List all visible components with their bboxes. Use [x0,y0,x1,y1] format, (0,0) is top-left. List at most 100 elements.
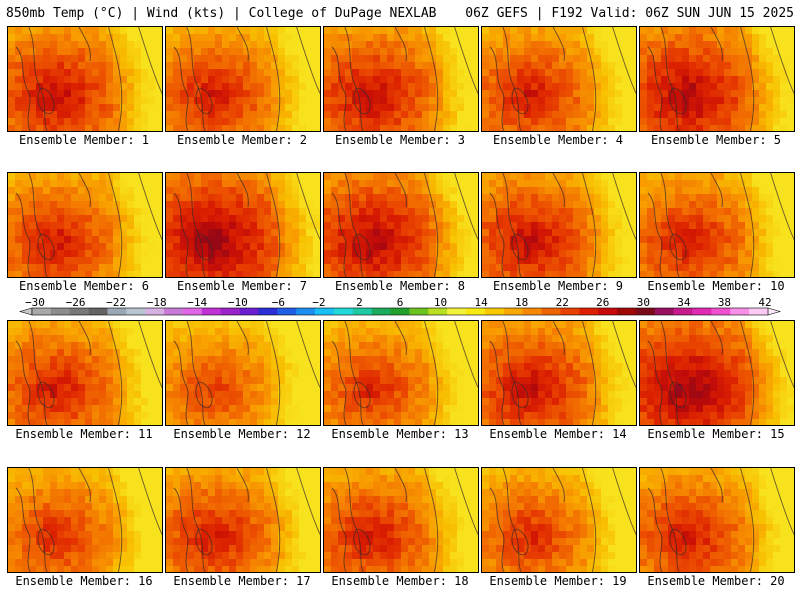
ensemble-map-panel [481,172,637,278]
colorbar-swatch [635,308,656,315]
ensemble-map-panel [639,320,795,426]
ensemble-map-panel [7,467,163,573]
temperature-field-map [482,321,636,425]
colorbar-swatch [617,308,637,315]
colorbar-tick-label: −22 [106,296,126,309]
ensemble-map-panel [639,172,795,278]
colorbar-swatch [579,308,599,315]
colorbar-swatch [466,308,486,315]
colorbar-swatch [673,308,693,315]
colorbar-swatch [201,308,222,315]
colorbar-swatch [409,308,429,315]
ensemble-map-panel [323,172,479,278]
ensemble-member-label: Ensemble Member: 20 [647,574,785,588]
ensemble-map-panel [165,172,321,278]
map-title: 850mb Temp (°C) | Wind (kts) | College o… [6,6,437,21]
ensemble-member-label: Ensemble Member: 6 [18,279,150,293]
colorbar-tick-label: 6 [397,296,404,309]
ensemble-member-label: Ensemble Member: 7 [176,279,308,293]
colorbar-high-arrow [767,307,782,316]
ensemble-member-label: Ensemble Member: 5 [650,133,782,147]
colorbar-tick-label: 42 [758,296,771,309]
ensemble-member-label: Ensemble Member: 14 [489,427,627,441]
colorbar-tick-label: 34 [677,296,691,309]
colorbar-swatch [484,308,505,315]
ensemble-map-panel [7,26,163,132]
colorbar-swatch [503,308,523,315]
colorbar-swatch [654,308,674,315]
temperature-field-map [640,173,794,277]
colorbar-swatch [239,308,259,315]
colorbar-tick-label: −2 [312,296,325,309]
ensemble-map-panel [165,467,321,573]
colorbar-tick-label: −14 [187,296,207,309]
colorbar-swatch [692,308,712,315]
temperature-field-map [324,173,478,277]
colorbar-swatch [390,308,410,315]
colorbar-swatch [598,308,618,315]
ensemble-member-label: Ensemble Member: 18 [331,574,469,588]
colorbar-tick-label: −18 [147,296,167,309]
ensemble-map-panel [481,320,637,426]
colorbar-tick-label: 2 [356,296,363,309]
colorbar-swatch [522,308,542,315]
temperature-field-map [640,468,794,572]
colorbar-swatch [32,308,52,315]
colorbar-swatch [296,308,316,315]
ensemble-member-label: Ensemble Member: 10 [647,279,785,293]
colorbar-swatch [730,308,750,315]
ensemble-member-label: Ensemble Member: 12 [173,427,311,441]
ensemble-member-label: Ensemble Member: 16 [15,574,153,588]
colorbar-tick-label: 14 [474,296,488,309]
colorbar-swatch [69,308,89,315]
ensemble-map-panel [7,172,163,278]
temperature-field-map [166,468,320,572]
colorbar-tick-label: 10 [434,296,447,309]
ensemble-map-panel [323,467,479,573]
colorbar-swatch [352,308,372,315]
ensemble-member-label: Ensemble Member: 3 [334,133,466,147]
temperature-field-map [166,173,320,277]
ensemble-map-panel [639,26,795,132]
colorbar-swatch [333,308,354,315]
temperature-field-map [482,27,636,131]
temperature-field-map [640,321,794,425]
ensemble-member-label: Ensemble Member: 8 [334,279,466,293]
colorbar-tick-label: −6 [272,296,285,309]
ensemble-map-panel [481,26,637,132]
colorbar-swatch [371,308,391,315]
ensemble-map-panel [165,26,321,132]
temperature-field-map [324,27,478,131]
ensemble-map-panel [639,467,795,573]
colorbar-swatch [711,308,731,315]
colorbar-tick-label: 26 [596,296,609,309]
temperature-field-map [324,468,478,572]
temperature-field-map [166,27,320,131]
colorbar-tick-label: 22 [556,296,569,309]
temperature-field-map [482,173,636,277]
colorbar-tick-label: −26 [66,296,86,309]
model-run-info: 06Z GEFS | F192 Valid: 06Z SUN JUN 15 20… [465,6,794,21]
colorbar-swatch [258,308,278,315]
colorbar-svg: −30 −26 −22 −18 −14 −10 −6 −2 2 6 10 14 18 22 26 30 34 38… [18,296,782,316]
colorbar-swatch [126,308,146,315]
colorbar-tick-label: 18 [515,296,528,309]
ensemble-map-panel [323,320,479,426]
ensemble-member-label: Ensemble Member: 15 [647,427,785,441]
colorbar-swatch [145,308,165,315]
colorbar-swatch [107,308,127,315]
ensemble-map-panel [323,26,479,132]
temperature-field-map [8,468,162,572]
ensemble-member-label: Ensemble Member: 9 [492,279,624,293]
colorbar-swatch [50,308,71,315]
temperature-field-map [640,27,794,131]
colorbar-tick-label: −30 [25,296,45,309]
ensemble-member-label: Ensemble Member: 1 [18,133,150,147]
temperature-field-map [482,468,636,572]
temperature-field-map [8,27,162,131]
ensemble-map-panel [165,320,321,426]
colorbar-swatch [88,308,108,315]
colorbar-swatch [277,308,297,315]
colorbar-swatch [749,308,769,315]
colorbar-swatch [541,308,561,315]
